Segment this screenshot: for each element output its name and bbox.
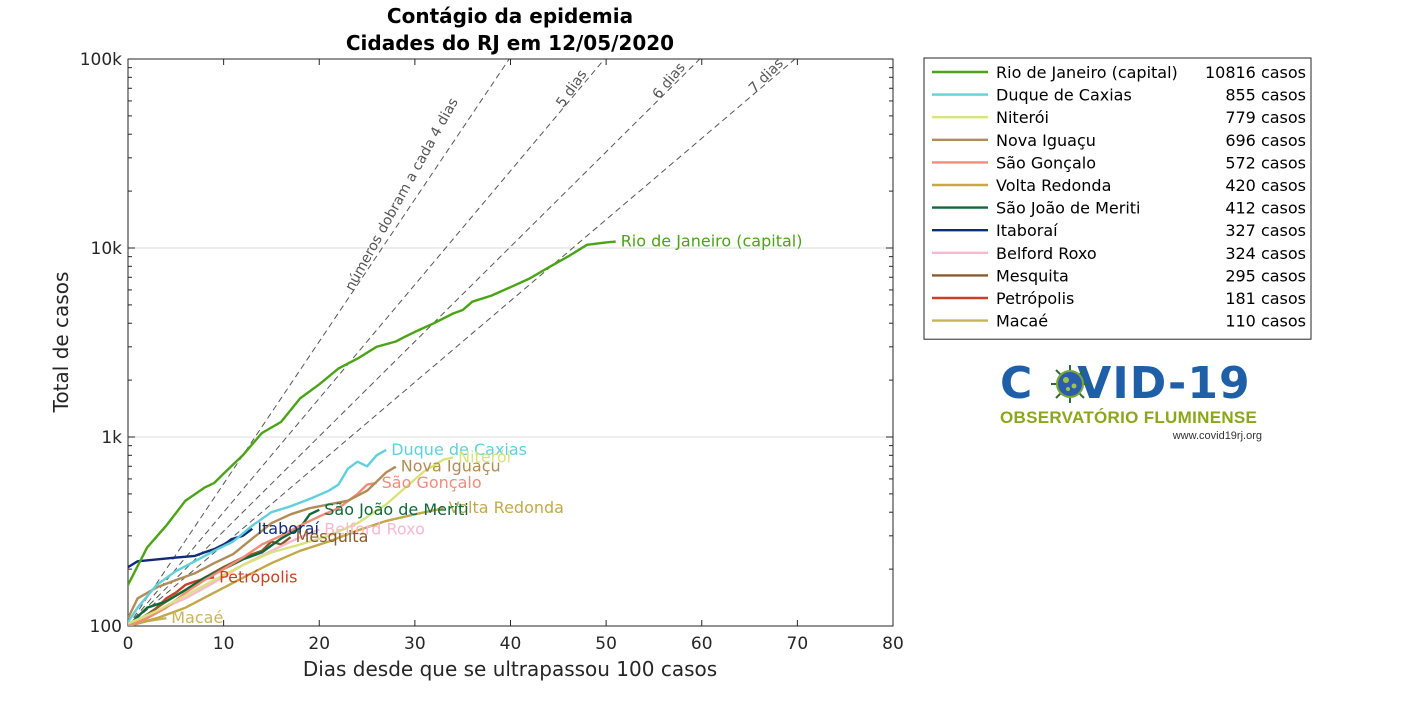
covid19-logo: C VID-19 OBSERVATÓRIO FLUMINENSE www.covi… xyxy=(1000,360,1265,450)
series-end-label: São Gonçalo xyxy=(382,473,482,492)
x-tick-label: 50 xyxy=(595,634,617,654)
series-end-label: Itaboraí xyxy=(257,519,319,538)
series-end-label: Macaé xyxy=(171,608,223,627)
legend-name: Niterói xyxy=(996,108,1049,127)
series-line xyxy=(128,448,387,623)
x-axis-label: Dias desde que se ultrapassou 100 casos xyxy=(303,657,717,681)
logo-title-right: VID-19 xyxy=(1077,358,1251,409)
y-tick-label: 100 xyxy=(90,617,122,637)
y-axis-label: Total de casos xyxy=(49,272,73,414)
legend-count: 572 casos xyxy=(1225,153,1306,172)
x-tick-label: 0 xyxy=(123,634,134,654)
legend-name: Rio de Janeiro (capital) xyxy=(996,63,1178,82)
legend-count: 295 casos xyxy=(1225,266,1306,285)
logo-title: C VID-19 xyxy=(1000,360,1251,408)
x-tick-label: 40 xyxy=(500,634,522,654)
logo-subtitle: OBSERVATÓRIO FLUMINENSE xyxy=(1000,408,1258,427)
series-end-label: Niterói xyxy=(458,447,511,466)
series-end-label: São João de Meriti xyxy=(324,500,469,519)
legend-name: São Gonçalo xyxy=(996,153,1096,172)
legend-name: Petrópolis xyxy=(996,289,1074,308)
y-tick-label: 100k xyxy=(80,50,122,70)
doubling-guide-line xyxy=(128,59,796,626)
x-tick-label: 20 xyxy=(308,634,330,654)
legend-count: 779 casos xyxy=(1225,108,1306,127)
x-tick-label: 80 xyxy=(882,634,904,654)
chart-subtitle: Cidades do RJ em 12/05/2020 xyxy=(346,31,674,55)
legend-box xyxy=(923,57,1312,340)
series-end-label: Rio de Janeiro (capital) xyxy=(621,232,803,251)
logo-title-left: C xyxy=(1000,358,1034,409)
series-end-label: Nova Iguaçu xyxy=(401,457,501,476)
logo-url: www.covid19rj.org xyxy=(1172,430,1262,442)
legend-count: 327 casos xyxy=(1225,221,1306,240)
series-end-label: Mesquita xyxy=(296,527,369,546)
legend-count: 181 casos xyxy=(1225,289,1306,308)
series-line xyxy=(128,507,444,626)
legend-name: Belford Roxo xyxy=(996,244,1097,263)
series-line xyxy=(128,465,397,619)
virus-icon xyxy=(1051,365,1089,403)
legend-count: 412 casos xyxy=(1225,199,1306,218)
series-end-label: Volta Redonda xyxy=(449,498,564,517)
legend-name: Volta Redonda xyxy=(996,176,1111,195)
legend-count: 324 casos xyxy=(1225,244,1306,263)
legend-name: Duque de Caxias xyxy=(996,86,1132,105)
y-tick-label: 1k xyxy=(101,428,122,448)
legend-name: Nova Iguaçu xyxy=(996,131,1096,150)
legend-count: 110 casos xyxy=(1225,312,1306,331)
legend: Rio de Janeiro (capital) 10816 casos Duque… xyxy=(923,57,1312,340)
legend-count: 420 casos xyxy=(1225,176,1306,195)
legend-count: 10816 casos xyxy=(1205,63,1306,82)
series-lines xyxy=(128,240,616,626)
x-tick-label: 60 xyxy=(691,634,713,654)
legend-count: 855 casos xyxy=(1225,86,1306,105)
legend-name: Itaboraí xyxy=(996,221,1058,240)
guide-lines xyxy=(128,59,796,626)
x-tick-label: 10 xyxy=(213,634,235,654)
series-end-label: Belford Roxo xyxy=(324,520,425,539)
doubling-guide-line xyxy=(128,59,606,626)
legend-name: São João de Meriti xyxy=(996,199,1141,218)
legend-count: 696 casos xyxy=(1225,131,1306,150)
legend-name: Macaé xyxy=(996,312,1048,331)
x-tick-label: 30 xyxy=(404,634,426,654)
x-tick-label: 70 xyxy=(787,634,809,654)
plot-background xyxy=(128,59,893,626)
chart-title: Contágio da epidemia xyxy=(387,4,633,28)
series-line xyxy=(128,240,616,586)
series-end-label: Duque de Caxias xyxy=(391,440,527,459)
legend-name: Mesquita xyxy=(996,266,1069,285)
y-tick-label: 10k xyxy=(91,239,123,259)
series-end-label: Petrópolis xyxy=(219,567,297,586)
series-line xyxy=(128,456,454,625)
